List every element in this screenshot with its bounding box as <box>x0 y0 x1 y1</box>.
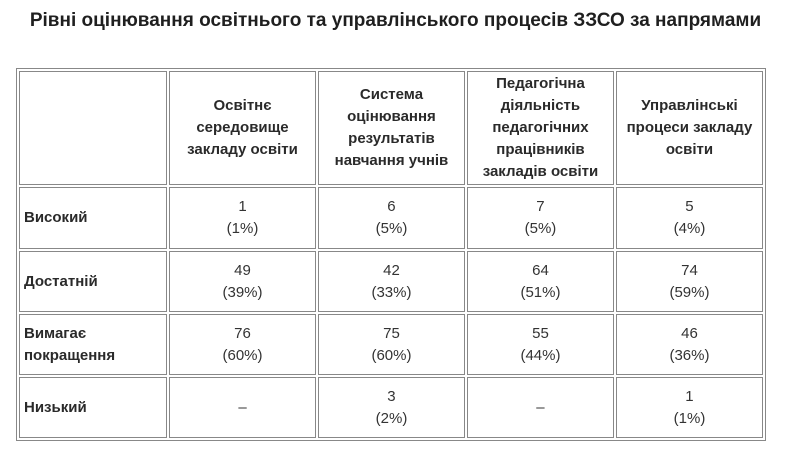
column-header-assessment-system: Система оцінювання результатів навчання … <box>317 71 465 185</box>
row-header-needs-improvement: Вимагає покращення <box>19 314 167 375</box>
cell-percent: (60%) <box>371 346 412 364</box>
cell-value: 6 <box>387 198 396 215</box>
cell-percent: (36%) <box>669 346 710 364</box>
cell-percent: (4%) <box>673 220 706 237</box>
cell-value: 1 <box>685 387 694 405</box>
table-cell: 55 (44%) <box>466 314 614 375</box>
cell-percent: (2%) <box>375 409 408 427</box>
cell-value: 42 <box>383 261 400 279</box>
table-cell: 46 (36%) <box>615 314 763 375</box>
cell-value: 7 <box>536 198 545 215</box>
table-cell: 74 (59%) <box>615 251 763 312</box>
table-cell: 49 (39%) <box>169 251 316 312</box>
cell-percent: (60%) <box>222 346 263 364</box>
cell-value: 5 <box>685 198 694 215</box>
table-header-row: Освітнє середовище закладу освіти Систем… <box>19 71 763 185</box>
cell-value: – <box>238 398 247 416</box>
table-row: Високий 1 (1%) 6 (5%) 7 (5%) 5 (4%) <box>19 187 763 249</box>
cell-percent: (5%) <box>524 220 557 237</box>
table-row: Достатній 49 (39%) 42 (33%) 64 (51%) 74 (59%… <box>19 251 763 312</box>
table-cell: – <box>169 377 316 438</box>
levels-table: Освітнє середовище закладу освіти Систем… <box>16 68 766 441</box>
table-cell: 5 (4%) <box>615 187 763 249</box>
table-row: Низький – 3 (2%) – 1 (1%) <box>19 377 763 438</box>
cell-value: 46 <box>681 324 698 342</box>
header-corner-cell <box>19 71 167 185</box>
column-header-management-processes: Управлінські процеси закладу освіти <box>615 71 763 185</box>
cell-value: 76 <box>234 324 251 342</box>
column-header-pedagogical-activity: Педагогічна діяльність педагогічних прац… <box>466 71 614 185</box>
table-cell: 42 (33%) <box>317 251 465 312</box>
table-cell: – <box>466 377 614 438</box>
row-header-high: Високий <box>19 187 167 249</box>
cell-value: 75 <box>383 324 400 342</box>
table-row: Вимагає покращення 76 (60%) 75 (60%) 55 (44… <box>19 314 763 375</box>
page-title: Рівні оцінювання освітнього та управлінс… <box>29 10 762 31</box>
cell-value: 55 <box>532 324 549 342</box>
cell-percent: (33%) <box>371 283 412 301</box>
cell-value: 49 <box>234 261 251 279</box>
table-cell: 6 (5%) <box>317 187 465 249</box>
table-cell: 7 (5%) <box>466 187 614 249</box>
row-header-low: Низький <box>19 377 167 438</box>
table-cell: 3 (2%) <box>317 377 465 438</box>
cell-value: 1 <box>238 198 247 215</box>
cell-value: 64 <box>532 261 549 279</box>
cell-value: 3 <box>387 387 396 405</box>
cell-value: – <box>536 398 545 416</box>
row-header-sufficient: Достатній <box>19 251 167 312</box>
table-cell: 75 (60%) <box>317 314 465 375</box>
cell-percent: (44%) <box>520 346 561 364</box>
cell-percent: (59%) <box>669 283 710 301</box>
cell-percent: (39%) <box>222 283 263 301</box>
table-cell: 1 (1%) <box>615 377 763 438</box>
cell-percent: (1%) <box>673 409 706 427</box>
table-cell: 76 (60%) <box>169 314 316 375</box>
cell-value: 74 <box>681 261 698 279</box>
cell-percent: (1%) <box>226 220 259 237</box>
table-cell: 64 (51%) <box>466 251 614 312</box>
cell-percent: (5%) <box>375 220 408 237</box>
cell-percent: (51%) <box>520 283 561 301</box>
column-header-educational-environment: Освітнє середовище закладу освіти <box>169 71 316 185</box>
table-cell: 1 (1%) <box>169 187 316 249</box>
